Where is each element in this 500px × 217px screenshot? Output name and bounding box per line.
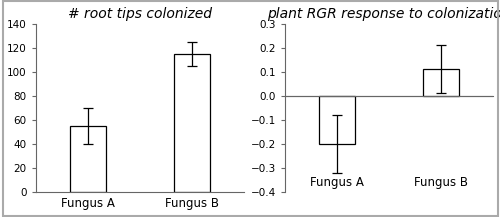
- Bar: [423, 69, 459, 96]
- Text: Fungus B: Fungus B: [414, 176, 468, 189]
- Bar: [70, 126, 106, 192]
- Text: Fungus A: Fungus A: [310, 176, 364, 189]
- Title: plant RGR response to colonization: plant RGR response to colonization: [267, 7, 500, 21]
- Bar: [174, 54, 210, 192]
- Bar: [319, 96, 355, 144]
- Title: # root tips colonized: # root tips colonized: [68, 7, 212, 21]
